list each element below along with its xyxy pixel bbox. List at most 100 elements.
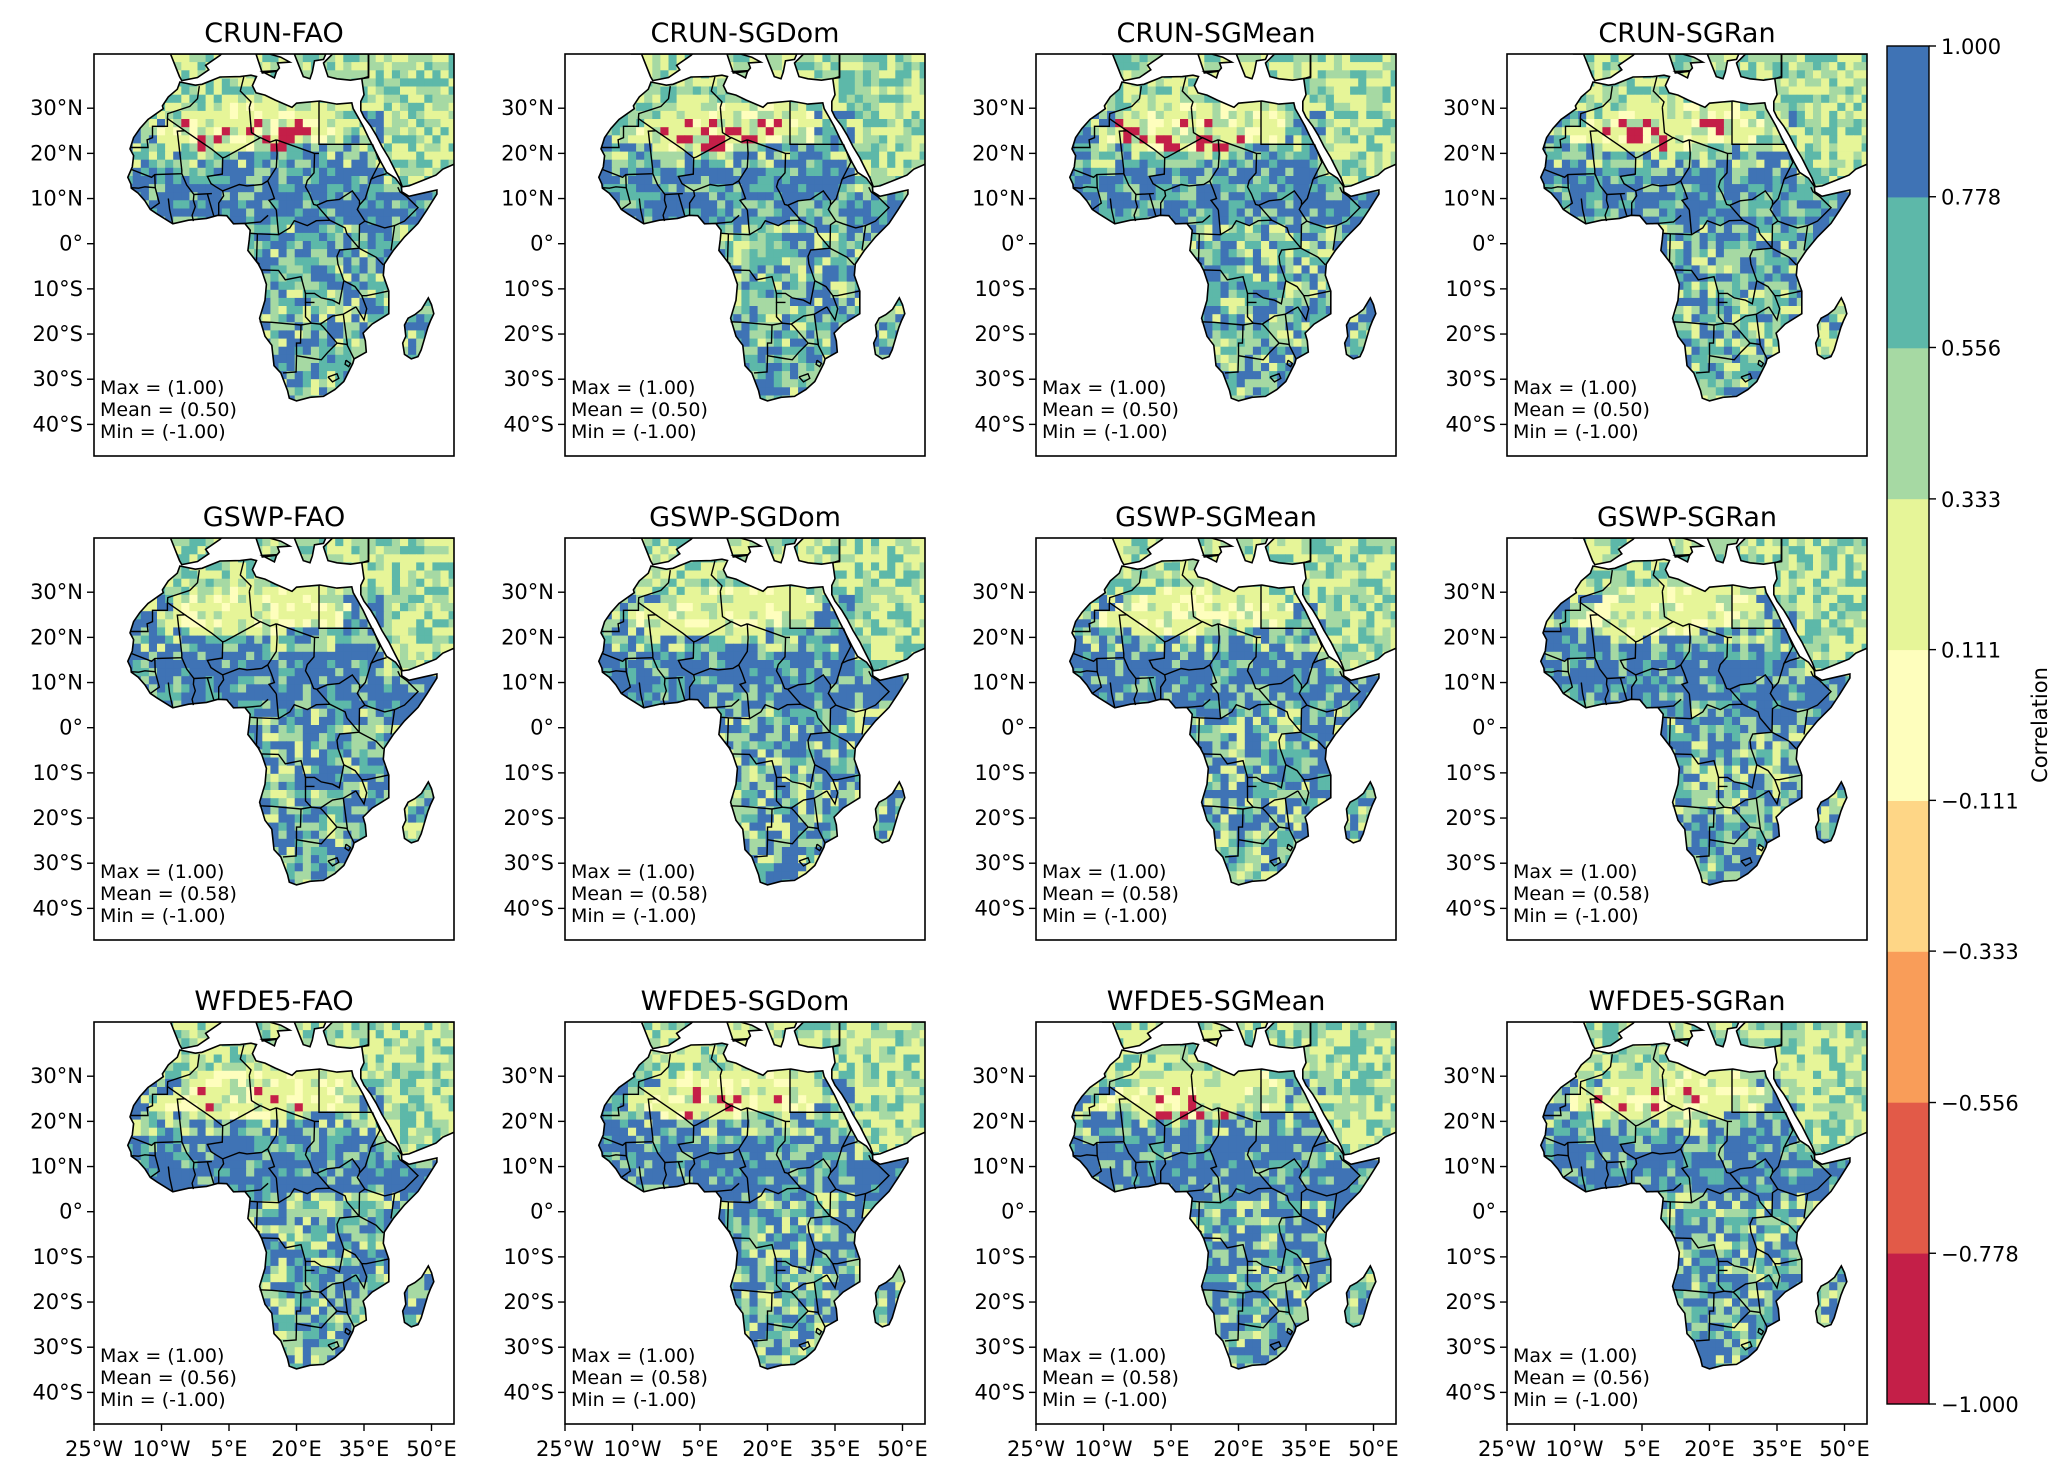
stat-max: Max = (1.00) — [1513, 377, 1637, 399]
colorbar-segment — [1887, 951, 1929, 1103]
colorbar-tick-label: 0.556 — [1941, 336, 2001, 360]
lon-tick-label: 5°E — [681, 1437, 718, 1461]
coastline — [1068, 1022, 1396, 1370]
lon-tick-label: 50°E — [406, 1437, 457, 1461]
lat-tick-label: 30°S — [974, 851, 1025, 875]
lat-tick-label: 30°S — [974, 1335, 1025, 1359]
lat-tick-label: 30°N — [972, 580, 1025, 604]
lon-tick-label: 25°W — [536, 1437, 594, 1461]
coastline — [1068, 538, 1396, 886]
lon-tick-label: 35°E — [339, 1437, 390, 1461]
lat-tick-label: 30°S — [1445, 851, 1496, 875]
country-borders — [601, 560, 890, 867]
lat-tick-label: 40°S — [503, 896, 554, 920]
lat-tick-label: 30°N — [30, 580, 83, 604]
lat-tick-label: 20°N — [972, 1109, 1025, 1133]
stat-mean: Mean = (0.58) — [571, 883, 708, 905]
lat-tick-label: 20°S — [503, 1290, 554, 1314]
lon-tick-label: 10°W — [604, 1437, 662, 1461]
lat-tick-label: 20°N — [30, 625, 83, 649]
colorbar-segment — [1887, 649, 1929, 801]
lon-tick-label: 50°E — [877, 1437, 928, 1461]
stat-max: Max = (1.00) — [1042, 1345, 1166, 1367]
panel-title: WFDE5-SGMean — [1107, 986, 1326, 1017]
panel-frame — [564, 53, 926, 457]
country-borders — [601, 1044, 890, 1351]
lat-tick-label: 40°S — [32, 412, 83, 436]
panel-title: CRUN-FAO — [204, 18, 344, 49]
map-panel: WFDE5-SGMean 30°N 20°N 10°N 0° 10°S 20°S 30°S 40… — [972, 986, 1399, 1461]
panel-title: WFDE5-FAO — [194, 986, 353, 1017]
panel-frame — [1506, 53, 1868, 457]
stat-mean: Mean = (0.50) — [571, 399, 708, 421]
map-panel: CRUN-SGRan 30°N 20°N 10°N 0° 10°S 20°S 30°S 40°S… — [1443, 18, 1868, 457]
panel-title: CRUN-SGRan — [1598, 18, 1775, 49]
map-panel: WFDE5-SGRan 30°N 20°N 10°N 0° 10°S 20°S 30°S 40°… — [1443, 986, 1870, 1461]
stat-min: Min = (-1.00) — [571, 905, 697, 927]
lon-tick-label: 5°E — [210, 1437, 247, 1461]
lat-tick-label: 30°N — [501, 580, 554, 604]
lat-tick-label: 0° — [1001, 716, 1025, 740]
lat-tick-label: 20°S — [1445, 1290, 1496, 1314]
stat-max: Max = (1.00) — [1042, 377, 1166, 399]
lon-tick-label: 20°E — [1213, 1437, 1264, 1461]
lat-tick-label: 20°S — [32, 322, 83, 346]
lat-tick-label: 20°N — [30, 1109, 83, 1133]
panel-frame — [564, 1021, 926, 1425]
lat-tick-label: 30°S — [503, 851, 554, 875]
map-panel: CRUN-FAO 30°N 20°N 10°N 0° 10°S 20°S 30°S 40°S Ma… — [30, 18, 455, 457]
colorbar-segment — [1887, 1253, 1929, 1405]
stat-mean: Mean = (0.58) — [1513, 883, 1650, 905]
country-borders — [1072, 560, 1361, 867]
panel-frame — [1035, 537, 1397, 941]
lat-tick-label: 20°N — [972, 625, 1025, 649]
lat-tick-label: 40°S — [1445, 412, 1496, 436]
lat-tick-label: 0° — [1472, 1200, 1496, 1224]
lat-tick-label: 20°N — [1443, 625, 1496, 649]
panel-title: CRUN-SGMean — [1117, 18, 1316, 49]
stat-min: Min = (-1.00) — [1513, 905, 1639, 927]
stat-max: Max = (1.00) — [1513, 1345, 1637, 1367]
map-panel: CRUN-SGMean 30°N 20°N 10°N 0° 10°S 20°S 30°S 40°… — [972, 18, 1397, 457]
map-panel: GSWP-SGDom 30°N 20°N 10°N 0° 10°S 20°S 30°S 40°S… — [501, 502, 926, 941]
lat-tick-label: 20°S — [1445, 806, 1496, 830]
lat-tick-label: 10°N — [972, 187, 1025, 211]
lat-tick-label: 10°S — [503, 277, 554, 301]
panel-grid: CRUN-FAO 30°N 20°N 10°N 0° 10°S 20°S 30°S 40°S Ma… — [30, 18, 1870, 1461]
lat-tick-label: 20°S — [1445, 322, 1496, 346]
coastline — [597, 54, 925, 402]
coastline — [126, 1022, 454, 1370]
stat-mean: Mean = (0.56) — [1513, 1367, 1650, 1389]
lat-tick-label: 30°S — [32, 1335, 83, 1359]
lat-tick-label: 0° — [59, 1200, 83, 1224]
lat-tick-label: 10°S — [32, 761, 83, 785]
lat-tick-label: 20°N — [1443, 1109, 1496, 1133]
stat-max: Max = (1.00) — [100, 861, 224, 883]
lat-tick-label: 10°N — [501, 187, 554, 211]
stat-max: Max = (1.00) — [571, 1345, 695, 1367]
lat-tick-label: 20°S — [503, 322, 554, 346]
stat-min: Min = (-1.00) — [1042, 1389, 1168, 1411]
panel-frame — [93, 537, 455, 941]
panel-frame — [1506, 1021, 1868, 1425]
lat-tick-label: 30°N — [1443, 580, 1496, 604]
lat-tick-label: 20°S — [974, 1290, 1025, 1314]
lat-tick-label: 40°S — [974, 896, 1025, 920]
colorbar-segment — [1887, 347, 1929, 500]
stat-max: Max = (1.00) — [571, 377, 695, 399]
map-panel: GSWP-SGMean 30°N 20°N 10°N 0° 10°S 20°S 30°S 40°… — [972, 502, 1397, 941]
lat-tick-label: 30°S — [32, 851, 83, 875]
lat-tick-label: 0° — [1472, 716, 1496, 740]
country-borders — [1543, 1044, 1832, 1351]
colorbar-tick-label: −0.111 — [1941, 789, 2019, 813]
lat-tick-label: 0° — [530, 716, 554, 740]
panel-frame — [1506, 537, 1868, 941]
stat-max: Max = (1.00) — [571, 861, 695, 883]
country-borders — [1543, 76, 1832, 383]
lat-tick-label: 10°S — [1445, 761, 1496, 785]
panel-frame — [93, 1021, 455, 1425]
lat-tick-label: 30°S — [503, 1335, 554, 1359]
lat-tick-label: 30°S — [974, 367, 1025, 391]
stat-mean: Mean = (0.58) — [1042, 1367, 1179, 1389]
map-panel: GSWP-FAO 30°N 20°N 10°N 0° 10°S 20°S 30°S 40°S Ma… — [30, 502, 455, 941]
